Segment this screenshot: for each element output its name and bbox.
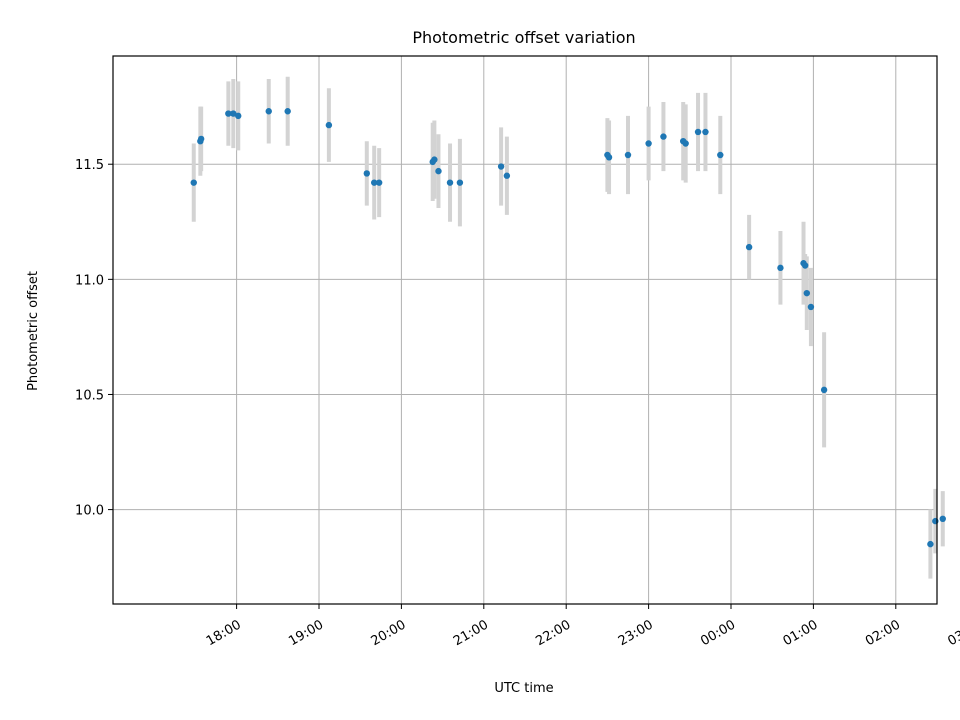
data-point <box>435 167 442 175</box>
data-point <box>190 179 197 186</box>
x-axis-label: UTC time <box>494 681 553 696</box>
data-point <box>363 170 370 177</box>
data-point <box>371 179 378 186</box>
y-tick-label: 10.5 <box>75 388 104 403</box>
data-point <box>497 163 505 170</box>
x-tick-label: 20:00 <box>369 617 409 649</box>
data-point <box>927 540 934 548</box>
x-tick-label: 03:00 <box>945 617 960 649</box>
chart-title: Photometric offset variation <box>412 28 635 47</box>
y-tick-label: 10.0 <box>75 504 104 519</box>
data-point <box>225 110 232 117</box>
x-tick-label: 22:00 <box>533 617 573 649</box>
y-tick-label: 11.0 <box>75 273 104 288</box>
data-point <box>230 110 237 117</box>
data-point <box>605 154 613 161</box>
data-point <box>197 135 205 143</box>
data-point <box>702 128 709 136</box>
x-tick-label: 00:00 <box>698 617 738 649</box>
y-tick-label: 11.5 <box>75 158 104 173</box>
data-point <box>820 386 828 394</box>
x-tick-label: 18:00 <box>204 617 244 649</box>
data-point <box>431 156 438 163</box>
tick-layer: 18:00 19:00 20:00 21:00 22:00 23:00 00:00 01:00… <box>75 158 960 649</box>
x-tick-label: 23:00 <box>616 617 656 649</box>
data-point <box>807 303 815 311</box>
x-tick-label: 01:00 <box>781 617 821 649</box>
axes-layer <box>112 55 938 605</box>
data-point <box>745 243 753 251</box>
data-point <box>284 108 291 115</box>
x-tick-label: 21:00 <box>451 617 491 649</box>
data-point <box>235 112 242 120</box>
x-tick-label: 19:00 <box>286 617 326 649</box>
data-point <box>456 179 464 186</box>
data-point <box>694 128 702 136</box>
x-tick-label: 02:00 <box>863 617 903 649</box>
data-point <box>325 121 333 129</box>
errorbar-layer <box>191 76 945 579</box>
data-point <box>939 515 946 523</box>
data-point <box>682 140 689 147</box>
plot-frame <box>112 55 938 605</box>
data-point <box>446 179 454 186</box>
data-point <box>660 133 667 140</box>
point-layer <box>190 108 946 548</box>
data-point <box>777 264 784 272</box>
data-point <box>624 151 632 159</box>
data-point <box>645 140 652 147</box>
data-point <box>375 179 383 186</box>
data-point <box>503 172 511 179</box>
y-axis-label: Photometric offset <box>26 271 41 391</box>
data-point <box>801 262 809 269</box>
data-point <box>265 108 272 115</box>
data-point <box>717 151 724 159</box>
data-point <box>803 289 811 297</box>
